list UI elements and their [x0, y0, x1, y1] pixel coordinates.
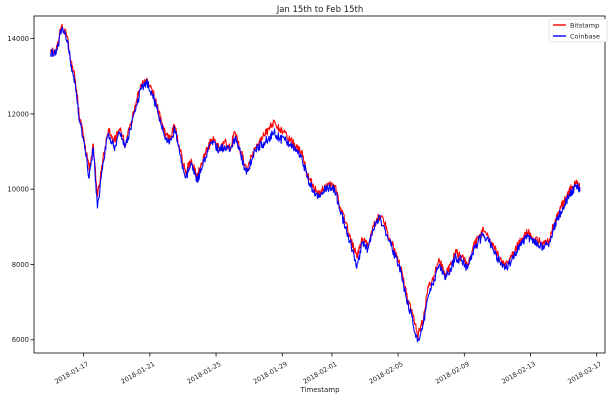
plot-frame	[33, 15, 606, 354]
y-tick-label: 12000	[7, 110, 29, 118]
x-axis-label: Timestamp	[299, 386, 340, 394]
y-tick-label: 14000	[7, 35, 29, 43]
y-tick-label: 6000	[12, 336, 29, 344]
legend: Bitstamp Coinbase	[548, 18, 608, 43]
legend-label-coinbase: Coinbase	[570, 33, 600, 41]
y-tick-label: 8000	[12, 261, 29, 269]
y-axis: 6000 8000 10000 12000 14000	[7, 35, 34, 344]
series-layer	[50, 23, 581, 343]
series-line-coinbase	[50, 27, 581, 343]
chart-title: Jan 15th to Feb 15th	[276, 5, 364, 15]
y-tick-label: 10000	[7, 186, 29, 194]
legend-label-bitstamp: Bitstamp	[570, 22, 599, 30]
